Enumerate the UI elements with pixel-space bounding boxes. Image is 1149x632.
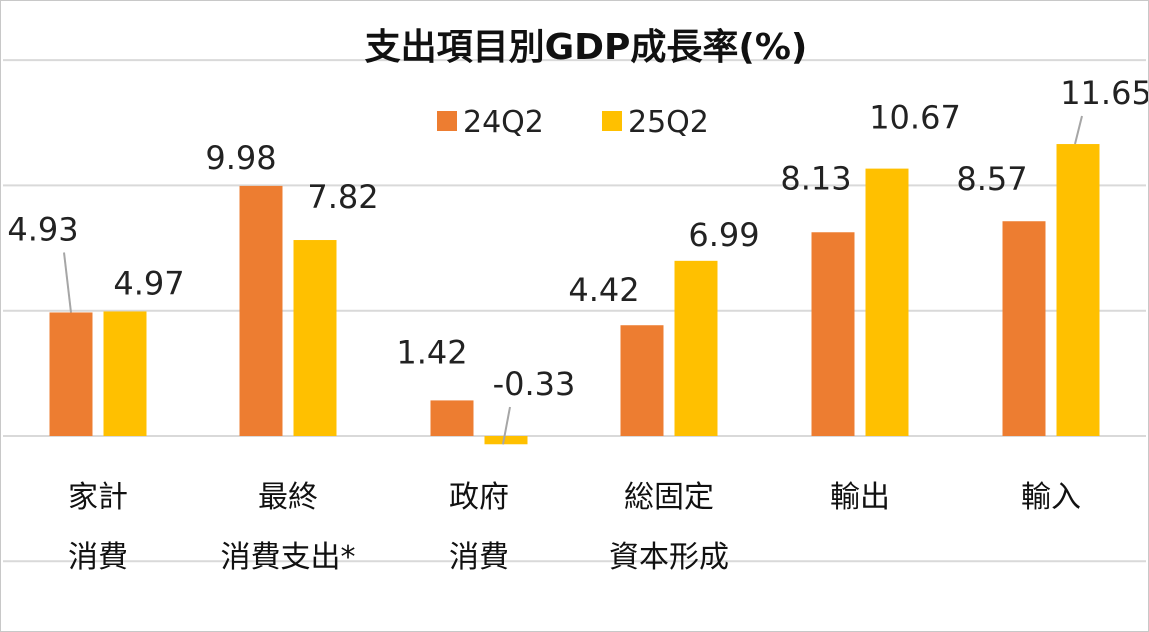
bar <box>293 240 337 436</box>
category-label: 最終 <box>258 480 318 515</box>
legend-label: 24Q2 <box>463 105 544 140</box>
category-label: 消費 <box>68 540 128 575</box>
category-label: 輸入 <box>1021 480 1081 515</box>
bar <box>811 232 855 436</box>
leader-line <box>502 406 511 445</box>
bar <box>674 260 718 436</box>
bars <box>49 144 1100 445</box>
bar <box>484 436 528 445</box>
data-label: 11.65 <box>1060 74 1148 112</box>
chart-title: 支出項目別GDP成長率(%) <box>365 27 808 68</box>
category-label: 政府 <box>449 480 509 515</box>
category-label: 総固定 <box>624 480 714 515</box>
gridlines <box>3 59 1146 563</box>
bar <box>49 312 93 436</box>
data-label: 1.42 <box>396 333 467 371</box>
category-label: 輸出 <box>830 480 890 515</box>
legend: 24Q2 25Q2 <box>437 105 709 140</box>
data-label: 6.99 <box>688 216 759 254</box>
data-label: 7.82 <box>307 178 378 216</box>
data-label: 8.57 <box>956 160 1027 198</box>
data-labels: 4.93 9.98 1.42 4.42 8.13 8.57 4.97 7.82 -0.33 6.9… <box>7 74 1148 403</box>
data-label: 9.98 <box>205 139 276 177</box>
category-label: 家計 <box>68 480 128 515</box>
category-label: 消費支出* <box>221 540 356 575</box>
leader-line <box>1074 115 1083 145</box>
data-label: 4.42 <box>568 271 639 309</box>
data-label: 4.97 <box>113 264 184 302</box>
data-label: 4.93 <box>7 210 78 248</box>
data-label: -0.33 <box>493 365 576 403</box>
leader-lines <box>63 115 1083 445</box>
bar <box>103 311 147 436</box>
category-label: 資本形成 <box>609 540 729 575</box>
leader-line <box>63 252 72 313</box>
bar <box>430 400 474 436</box>
data-label: 8.13 <box>780 159 851 197</box>
legend-label: 25Q2 <box>628 105 709 140</box>
bar <box>1056 144 1100 436</box>
bar <box>1002 221 1046 436</box>
bar <box>239 185 283 436</box>
category-label: 消費 <box>449 540 509 575</box>
legend-swatch <box>602 111 622 131</box>
data-label: 10.67 <box>869 99 961 137</box>
bar <box>865 168 909 436</box>
legend-swatch <box>437 111 457 131</box>
bar <box>620 325 664 436</box>
